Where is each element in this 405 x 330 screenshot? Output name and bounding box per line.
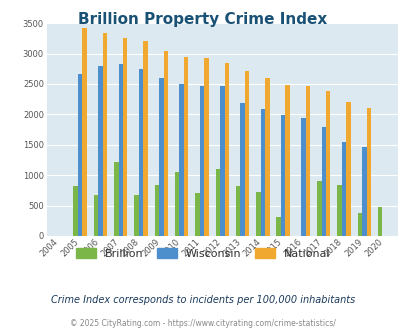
Bar bbox=[357, 214, 361, 236]
Bar bbox=[220, 86, 224, 236]
Bar bbox=[260, 110, 264, 236]
Bar bbox=[215, 169, 220, 236]
Bar bbox=[73, 186, 78, 236]
Bar bbox=[179, 84, 183, 236]
Bar bbox=[256, 191, 260, 236]
Bar bbox=[276, 217, 280, 236]
Text: Brillion Property Crime Index: Brillion Property Crime Index bbox=[78, 12, 327, 26]
Bar bbox=[154, 185, 159, 236]
Bar bbox=[102, 33, 107, 236]
Bar bbox=[377, 207, 382, 236]
Bar bbox=[78, 74, 82, 236]
Bar bbox=[285, 84, 289, 236]
Bar bbox=[134, 195, 139, 236]
Bar bbox=[280, 115, 285, 236]
Bar bbox=[235, 186, 240, 236]
Bar bbox=[341, 142, 345, 236]
Bar bbox=[204, 58, 208, 236]
Bar bbox=[325, 91, 330, 236]
Bar bbox=[224, 63, 228, 236]
Bar bbox=[114, 162, 118, 236]
Text: Crime Index corresponds to incidents per 100,000 inhabitants: Crime Index corresponds to incidents per… bbox=[51, 295, 354, 305]
Bar bbox=[244, 71, 249, 236]
Bar bbox=[139, 69, 143, 236]
Bar bbox=[94, 195, 98, 236]
Bar bbox=[240, 103, 244, 236]
Bar bbox=[123, 38, 127, 236]
Bar bbox=[98, 66, 102, 236]
Bar bbox=[163, 51, 168, 236]
Bar bbox=[195, 193, 199, 236]
Bar bbox=[264, 79, 269, 236]
Bar bbox=[175, 172, 179, 236]
Bar bbox=[316, 181, 321, 236]
Text: © 2025 CityRating.com - https://www.cityrating.com/crime-statistics/: © 2025 CityRating.com - https://www.city… bbox=[70, 319, 335, 328]
Bar bbox=[199, 86, 204, 236]
Bar bbox=[321, 127, 325, 236]
Bar bbox=[301, 118, 305, 236]
Bar bbox=[366, 108, 370, 236]
Bar bbox=[337, 185, 341, 236]
Bar bbox=[143, 41, 147, 236]
Bar bbox=[361, 147, 366, 236]
Bar bbox=[118, 64, 123, 236]
Bar bbox=[159, 78, 163, 236]
Bar bbox=[82, 28, 87, 236]
Bar bbox=[183, 56, 188, 236]
Bar bbox=[345, 102, 350, 236]
Legend: Brillion, Wisconsin, National: Brillion, Wisconsin, National bbox=[71, 244, 334, 263]
Bar bbox=[305, 86, 309, 236]
